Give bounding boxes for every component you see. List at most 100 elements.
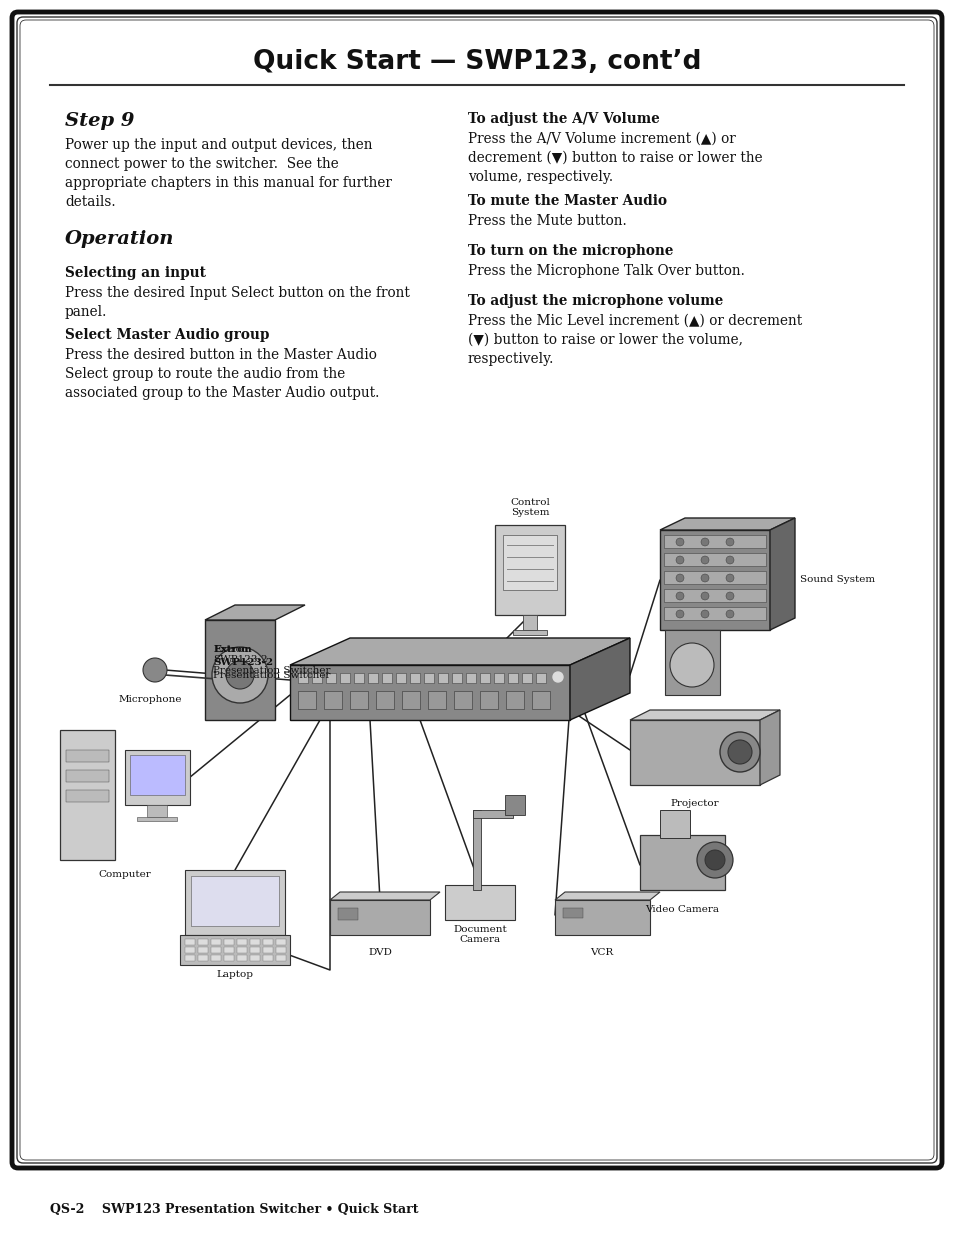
Bar [224,955,233,961]
Bar [211,955,221,961]
Bar [191,876,278,926]
Bar [60,730,115,860]
Circle shape [676,574,683,582]
FancyBboxPatch shape [12,12,941,1168]
Text: Presentation Switcher: Presentation Switcher [213,671,330,680]
Bar [137,818,177,821]
Bar [465,673,476,683]
Bar [326,673,335,683]
Bar [663,571,765,584]
Bar [375,692,394,709]
Circle shape [553,672,562,682]
Circle shape [676,556,683,564]
Bar [224,939,233,945]
Text: Video Camera: Video Camera [644,905,719,914]
Bar [297,673,308,683]
Bar [66,790,109,802]
Bar [66,769,109,782]
Bar [395,673,406,683]
Bar [236,947,247,953]
Circle shape [212,647,268,703]
Circle shape [676,592,683,600]
Circle shape [720,732,760,772]
Text: To mute the Master Audio: To mute the Master Audio [468,194,666,207]
Text: Press the Microphone Talk Over button.: Press the Microphone Talk Over button. [468,264,744,278]
Circle shape [700,592,708,600]
Bar [130,755,185,795]
Bar [473,810,480,890]
Circle shape [700,556,708,564]
Bar [452,673,461,683]
Bar [250,947,260,953]
Bar [410,673,419,683]
Circle shape [697,842,732,878]
Text: Computer: Computer [98,869,152,879]
Bar [428,692,446,709]
Bar [180,935,290,965]
Text: Press the desired button in the Master Audio
Select group to route the audio fro: Press the desired button in the Master A… [65,348,379,400]
Bar [198,947,208,953]
Circle shape [700,538,708,546]
Text: Sound System: Sound System [800,576,874,584]
Polygon shape [760,710,780,785]
Bar [494,673,503,683]
Bar [198,939,208,945]
Circle shape [143,658,167,682]
Bar [473,810,513,818]
Text: Operation: Operation [65,230,174,248]
Text: Extron: Extron [213,645,252,655]
Text: Laptop: Laptop [216,969,253,979]
Bar [211,939,221,945]
Bar [211,947,221,953]
Polygon shape [205,605,305,620]
Bar [263,955,273,961]
Bar [236,939,247,945]
Bar [330,900,430,935]
Polygon shape [659,517,794,530]
Circle shape [700,610,708,618]
Text: Extron
SWP123-2
Presentation Switcher: Extron SWP123-2 Presentation Switcher [213,645,330,674]
Bar [639,835,724,890]
Bar [275,947,286,953]
Circle shape [700,574,708,582]
Polygon shape [569,638,629,720]
Text: Press the A/V Volume increment (▲) or
decrement (▼) button to raise or lower the: Press the A/V Volume increment (▲) or de… [468,132,761,184]
Bar [663,589,765,601]
Circle shape [725,592,733,600]
Bar [659,810,689,839]
Bar [263,947,273,953]
Bar [536,673,545,683]
Text: Press the Mic Level increment (▲) or decrement
(▼) button to raise or lower the : Press the Mic Level increment (▲) or dec… [468,314,801,366]
Circle shape [669,643,713,687]
Bar [354,673,364,683]
Circle shape [725,610,733,618]
Bar [236,955,247,961]
Bar [185,955,194,961]
Polygon shape [290,638,629,664]
Text: Select Master Audio group: Select Master Audio group [65,329,269,342]
Bar [454,692,472,709]
Text: Power up the input and output devices, then
connect power to the switcher.  See : Power up the input and output devices, t… [65,138,392,209]
Bar [663,535,765,548]
Bar [290,664,569,720]
Bar [423,673,434,683]
Bar [663,553,765,566]
Text: To adjust the microphone volume: To adjust the microphone volume [468,294,722,308]
Bar [337,908,357,920]
Bar [522,615,537,630]
Bar [297,692,315,709]
Circle shape [676,538,683,546]
Bar [505,692,523,709]
Polygon shape [629,710,780,720]
Polygon shape [769,517,794,630]
Text: Press the desired Input Select button on the front
panel.: Press the desired Input Select button on… [65,287,410,319]
Bar [664,630,720,695]
Text: VCR: VCR [590,948,613,957]
Circle shape [226,661,253,689]
Bar [504,795,524,815]
Bar [437,673,448,683]
Bar [381,673,392,683]
Bar [185,869,285,935]
Text: DVD: DVD [368,948,392,957]
Bar [444,885,515,920]
